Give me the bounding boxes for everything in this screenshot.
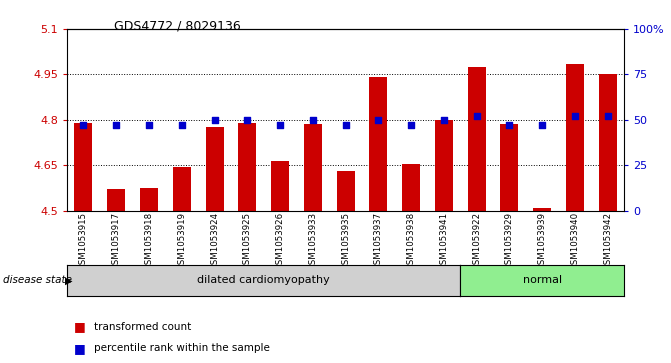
Point bbox=[176, 122, 187, 128]
Bar bbox=[337, 171, 354, 211]
Text: ■: ■ bbox=[74, 320, 86, 333]
Text: transformed count: transformed count bbox=[94, 322, 191, 332]
Bar bbox=[238, 123, 256, 211]
Point bbox=[274, 122, 285, 128]
Bar bbox=[468, 67, 486, 211]
Bar bbox=[140, 188, 158, 211]
Point bbox=[373, 117, 384, 123]
Bar bbox=[369, 77, 387, 211]
Point bbox=[504, 122, 515, 128]
Bar bbox=[566, 64, 584, 211]
Point bbox=[209, 117, 220, 123]
Text: ▶: ▶ bbox=[65, 276, 72, 285]
Bar bbox=[533, 208, 551, 211]
Text: GDS4772 / 8029136: GDS4772 / 8029136 bbox=[114, 20, 241, 33]
Bar bbox=[74, 123, 93, 211]
Point bbox=[537, 122, 548, 128]
Bar bbox=[402, 164, 420, 211]
Point bbox=[406, 122, 417, 128]
Point bbox=[471, 113, 482, 119]
Point bbox=[78, 122, 89, 128]
Bar bbox=[599, 74, 617, 211]
Text: normal: normal bbox=[523, 276, 562, 285]
Bar bbox=[304, 125, 322, 211]
Point bbox=[242, 117, 253, 123]
Bar bbox=[205, 127, 223, 211]
Point bbox=[340, 122, 351, 128]
Text: percentile rank within the sample: percentile rank within the sample bbox=[94, 343, 270, 354]
Point bbox=[603, 113, 613, 119]
Point bbox=[307, 117, 318, 123]
Bar bbox=[107, 189, 125, 211]
Bar bbox=[435, 120, 453, 211]
Text: ■: ■ bbox=[74, 342, 86, 355]
Text: dilated cardiomyopathy: dilated cardiomyopathy bbox=[197, 276, 330, 285]
Point bbox=[570, 113, 580, 119]
Bar bbox=[501, 125, 519, 211]
Point bbox=[111, 122, 121, 128]
Bar bbox=[271, 161, 289, 211]
Point bbox=[144, 122, 154, 128]
Bar bbox=[172, 167, 191, 211]
Point bbox=[438, 117, 449, 123]
Text: disease state: disease state bbox=[3, 276, 72, 285]
